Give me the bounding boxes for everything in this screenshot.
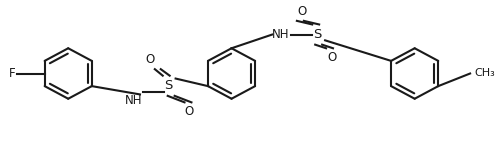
- Text: F: F: [9, 67, 16, 80]
- Text: O: O: [145, 53, 154, 66]
- Text: S: S: [313, 28, 321, 41]
- Text: O: O: [297, 5, 307, 18]
- Text: NH: NH: [272, 28, 290, 41]
- Text: O: O: [185, 105, 194, 118]
- Text: NH: NH: [125, 94, 143, 107]
- Text: CH₃: CH₃: [474, 69, 495, 78]
- Text: S: S: [164, 79, 173, 92]
- Text: O: O: [327, 51, 337, 64]
